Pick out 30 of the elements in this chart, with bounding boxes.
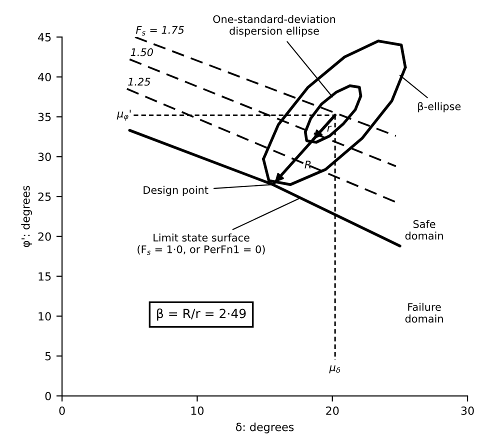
annotation: Safe domain: [405, 220, 443, 240]
y-tick-label: 30: [38, 152, 51, 162]
annotation: Failure domain: [405, 302, 443, 323]
series-label: μ$_{φ}$': [116, 110, 131, 121]
y-tick-label: 0: [45, 392, 51, 400]
series-label: μ$_{δ}$: [329, 365, 340, 374]
x-tick-label: 10: [191, 406, 204, 415]
x-tick-label: 20: [326, 406, 339, 415]
series-label: F$_{s}$ = 1.75: [136, 26, 184, 36]
y-tick-label: 5: [45, 352, 51, 360]
x-tick-label: 30: [461, 406, 474, 415]
y-tick-label: 10: [38, 312, 51, 321]
y-tick-label: 15: [38, 272, 51, 281]
annotation: r: [327, 126, 332, 132]
annotation: β = R/r = 2·49: [157, 308, 246, 321]
y-tick-label: 25: [38, 192, 51, 201]
annotation: Limit state surface (F$_{s}$ = 1·0, or PerFn1 = 0): [138, 234, 265, 255]
series-label: 1.25: [128, 78, 150, 86]
series-label: 1.50: [130, 48, 153, 56]
annotation: One-standard-deviation dispersion ellipse: [213, 15, 336, 37]
annotation: β-ellipse: [418, 102, 461, 112]
y-tick-label: 45: [38, 33, 51, 42]
y-tick-label: 35: [38, 112, 51, 122]
annotation: R: [304, 160, 311, 168]
y-axis-title: φ': degrees: [21, 186, 32, 248]
x-tick-label: 0: [59, 406, 65, 415]
x-axis-title: δ: degrees: [236, 422, 294, 434]
annotation: Design point: [144, 186, 208, 196]
y-tick-label: 40: [38, 72, 51, 82]
y-tick-label: 20: [38, 232, 51, 241]
